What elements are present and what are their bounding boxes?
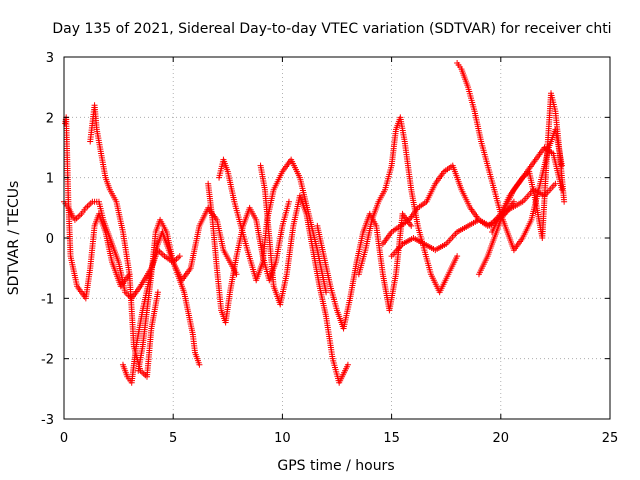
data-point [408,222,415,229]
data-point [510,198,517,205]
data-point [558,186,565,193]
x-tick-label: 20 [493,431,510,446]
data-point [323,289,330,296]
x-tick-label: 10 [274,431,291,446]
x-tick-label: 5 [169,431,177,446]
data-point [558,162,565,169]
data-point [285,198,292,205]
data-point [344,361,351,368]
series-track-b [62,114,133,302]
y-tick-label: -2 [41,353,54,368]
x-tick-label: 0 [60,431,68,446]
grid [64,57,610,419]
series-track-f [205,180,292,326]
y-tick-label: 3 [46,51,54,66]
series-track-n [475,90,568,278]
series-track-i [314,210,415,332]
data-point [154,289,161,296]
chart-title: Day 135 of 2021, Sidereal Day-to-day VTE… [52,21,611,37]
series-track-c [87,102,161,380]
data-point [552,180,559,187]
series-track-h [257,162,351,386]
y-tick-label: 0 [46,232,54,247]
x-axis-label: GPS time / hours [277,458,394,474]
data-point [196,361,203,368]
x-tick-label: 25 [602,431,619,446]
y-tick-label: -1 [41,292,54,307]
y-tick-label: 1 [46,172,54,187]
series-track-j [355,114,461,296]
data-point [561,198,568,205]
y-axis-label: SDTVAR / TECUs [6,181,22,296]
y-tick-label: -3 [41,413,54,428]
data-point [233,271,240,278]
data-markers [61,60,568,386]
data-point [176,253,183,260]
y-tick-label: 2 [46,111,54,126]
x-tick-label: 15 [383,431,400,446]
axis-ticks: 0 5 10 15 20 25 -3 -2 -1 0 1 2 3 [41,51,618,446]
data-point [454,253,461,260]
series-track-o [489,144,565,235]
